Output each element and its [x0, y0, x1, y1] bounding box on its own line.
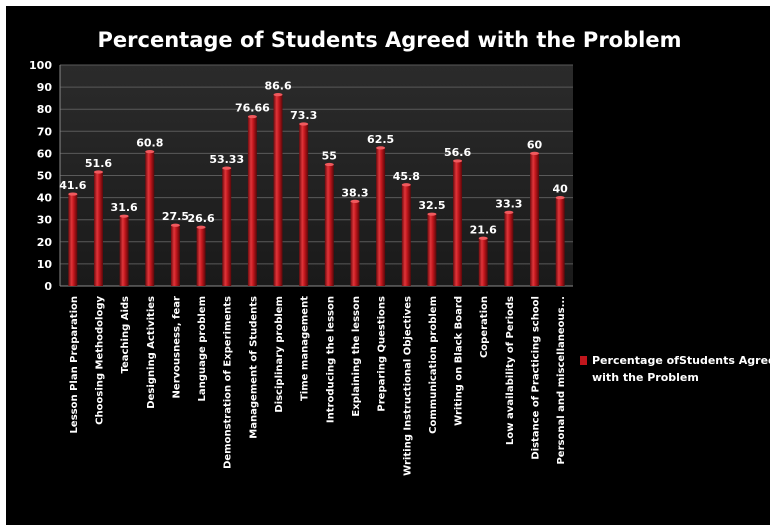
bar: [145, 151, 155, 286]
data-label: 60.8: [136, 137, 163, 150]
data-label: 76.66: [235, 102, 270, 115]
data-label: 86.6: [264, 80, 291, 93]
x-tick-label: Communication problem: [428, 296, 439, 434]
data-label: 45.8: [393, 170, 420, 183]
bar-top: [145, 150, 155, 154]
bar: [427, 214, 437, 286]
bar: [299, 124, 309, 286]
x-tick-label: Low availability of Periods: [505, 296, 516, 445]
x-tick-label: Lesson Plan Preparation: [69, 296, 80, 433]
x-tick-label: Management of Students: [248, 296, 259, 439]
bar: [478, 238, 488, 286]
bar-top: [273, 93, 283, 97]
data-label: 38.3: [341, 186, 368, 199]
x-tick-label: Language problem: [197, 296, 208, 401]
bar-top: [427, 212, 437, 216]
bar: [196, 227, 206, 286]
x-tick-label: Coperation: [479, 296, 490, 358]
bar: [222, 168, 232, 286]
bar: [453, 160, 463, 286]
bar-top: [376, 146, 386, 150]
legend: Percentage ofStudents Agree with the Pro…: [580, 352, 779, 386]
x-tick-label: Disciplinary problem: [274, 296, 285, 413]
y-tick-label: 80: [37, 103, 53, 116]
y-tick-label: 40: [37, 192, 53, 205]
bar: [119, 216, 129, 286]
bar-top: [68, 192, 78, 196]
data-label: 55: [322, 149, 337, 162]
data-label: 26.6: [188, 212, 215, 225]
x-tick-label: Distance of Practicing school: [531, 296, 542, 460]
bar: [530, 153, 540, 286]
x-tick-label: Teaching Aids: [120, 296, 131, 374]
bar-top: [324, 162, 334, 167]
data-label: 40: [553, 183, 569, 196]
bar-top: [299, 122, 309, 126]
x-tick-label: Time management: [300, 296, 311, 401]
bar-top: [350, 199, 360, 203]
bar-top: [504, 210, 514, 215]
bar-top: [555, 196, 565, 200]
x-tick-label: Writing on Black Board: [454, 296, 465, 426]
x-tick-label: Choosing Methodology: [94, 296, 105, 425]
bar: [504, 212, 514, 286]
bar-top: [247, 114, 257, 119]
x-tick-label: Designing Activities: [146, 296, 157, 409]
legend-line-2: with the Problem: [592, 371, 699, 384]
y-tick-label: 60: [37, 147, 53, 160]
data-label: 41.6: [59, 179, 86, 192]
x-tick-label: Personal and miscellaneous...: [556, 296, 567, 465]
bar: [247, 116, 257, 287]
data-label: 60: [527, 138, 543, 151]
y-tick-label: 10: [37, 258, 53, 271]
bar: [170, 225, 180, 286]
bar: [555, 197, 565, 286]
y-tick-label: 50: [37, 170, 53, 183]
data-label: 62.5: [367, 133, 394, 146]
data-label: 33.3: [495, 197, 522, 210]
data-label: 51.6: [85, 157, 112, 170]
bar: [68, 194, 78, 286]
data-label: 32.5: [418, 199, 445, 212]
bar-top: [453, 159, 463, 163]
bar: [401, 184, 411, 286]
bar: [93, 171, 103, 286]
bar-top: [93, 170, 103, 174]
bar: [273, 94, 283, 286]
bar-top: [401, 183, 411, 187]
y-tick-label: 30: [37, 214, 53, 227]
data-label: 73.3: [290, 109, 317, 122]
data-label: 31.6: [111, 201, 138, 214]
bar-top: [170, 223, 180, 227]
x-tick-label: Nervousness, fear: [171, 296, 182, 399]
bar: [324, 164, 334, 286]
bar-top: [196, 225, 206, 229]
legend-line-1: Percentage ofStudents Agree: [592, 354, 776, 367]
x-tick-label: Writing Instructional Objectives: [402, 296, 413, 476]
x-tick-label: Preparing Questions: [377, 296, 388, 412]
bar: [376, 147, 386, 286]
bar-top: [478, 236, 488, 240]
bar-top: [530, 151, 540, 155]
x-tick-label: Demonstration of Experiments: [223, 296, 234, 469]
bar: [350, 201, 360, 286]
bar-top: [222, 166, 232, 170]
data-label: 53.33: [209, 153, 244, 166]
data-label: 21.6: [470, 223, 497, 236]
data-label: 27.5: [162, 210, 189, 223]
y-tick-label: 90: [37, 81, 53, 94]
y-tick-label: 20: [37, 236, 53, 249]
y-tick-label: 100: [29, 59, 52, 72]
chart-title: Percentage of Students Agreed with the P…: [97, 28, 682, 52]
y-tick-label: 70: [37, 125, 53, 138]
legend-swatch: [580, 356, 587, 365]
data-label: 56.6: [444, 146, 471, 159]
x-tick-label: Explaining the lesson: [351, 296, 362, 417]
x-tick-label: Introducing the lesson: [325, 296, 336, 423]
bar-top: [119, 214, 129, 218]
y-tick-label: 0: [44, 280, 52, 293]
